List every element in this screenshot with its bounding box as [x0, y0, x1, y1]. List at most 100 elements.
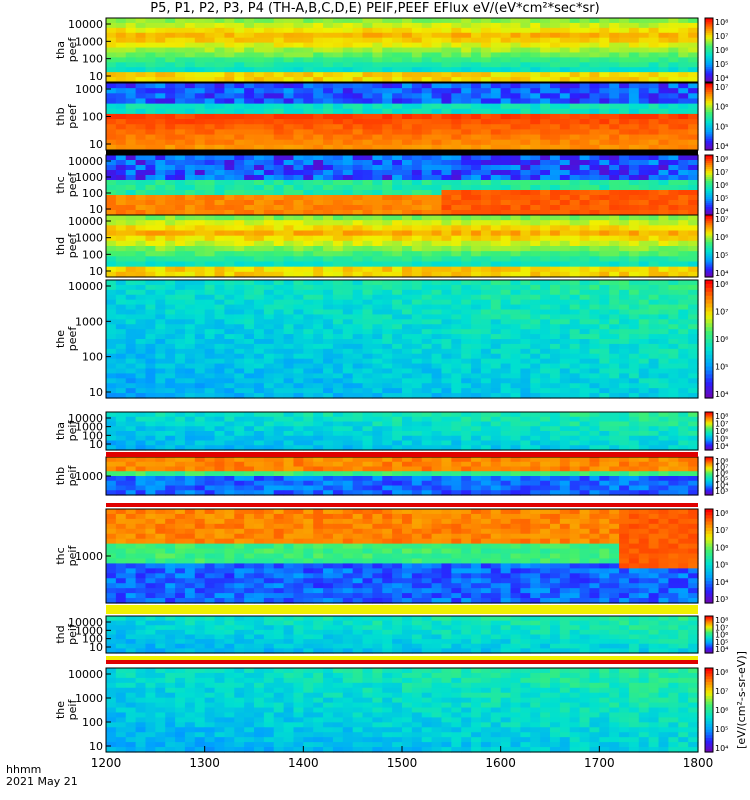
- heatmap-cell: [115, 103, 127, 110]
- heatmap-cell: [411, 261, 423, 268]
- heatmap-cell: [362, 235, 373, 242]
- heatmap-cell: [323, 363, 334, 370]
- heatmap-cell: [214, 210, 225, 216]
- heatmap-cell: [392, 57, 403, 63]
- heatmap-cell: [392, 358, 403, 365]
- heatmap-cell: [342, 421, 354, 427]
- heatmap-cell: [619, 421, 630, 427]
- heatmap-cell: [540, 246, 551, 252]
- heatmap-cell: [540, 155, 551, 161]
- heatmap-cell: [184, 431, 196, 437]
- heatmap-cell: [106, 139, 117, 146]
- heatmap-cell: [155, 266, 166, 273]
- heatmap-cell: [431, 230, 443, 237]
- heatmap-cell: [589, 334, 600, 340]
- heatmap-cell: [402, 62, 413, 68]
- heatmap-cell: [313, 412, 324, 418]
- heatmap-cell: [411, 37, 423, 44]
- heatmap-cell: [283, 165, 295, 171]
- heatmap-cell: [362, 383, 373, 389]
- heatmap-cell: [303, 383, 314, 389]
- heatmap-cell: [283, 113, 295, 120]
- heatmap-cell: [293, 251, 304, 257]
- heatmap-cell: [293, 108, 304, 115]
- heatmap-cell: [441, 190, 452, 196]
- heatmap-cell: [323, 240, 334, 247]
- heatmap-cell: [313, 230, 324, 237]
- colorbar-segment: [705, 181, 713, 184]
- heatmap-cell: [688, 393, 699, 399]
- heatmap-cell: [115, 93, 127, 100]
- heatmap-cell: [214, 205, 225, 211]
- heatmap-cell: [628, 155, 640, 161]
- heatmap-cell: [283, 210, 295, 216]
- heatmap-cell: [273, 205, 285, 211]
- heatmap-cell: [283, 294, 295, 301]
- heatmap-cell: [471, 421, 482, 427]
- heatmap-cell: [273, 185, 285, 191]
- heatmap-cell: [569, 155, 581, 161]
- heatmap-cell: [254, 190, 265, 196]
- heatmap-cell: [599, 195, 610, 201]
- heatmap-cell: [214, 32, 225, 39]
- heatmap-cell: [244, 155, 255, 161]
- heatmap-cell: [678, 388, 689, 394]
- heatmap-cell: [441, 129, 452, 136]
- heatmap-cell: [234, 329, 245, 335]
- heatmap-cell: [155, 294, 166, 301]
- heatmap-cell: [688, 67, 699, 73]
- heatmap-cell: [372, 160, 383, 166]
- heatmap-cell: [668, 113, 679, 120]
- heatmap-cell: [145, 77, 156, 83]
- heatmap-cell: [431, 98, 443, 105]
- heatmap-cell: [293, 416, 304, 423]
- heatmap-cell: [115, 57, 127, 63]
- heatmap-cell: [293, 393, 304, 399]
- heatmap-cell: [559, 289, 571, 296]
- heatmap-cell: [135, 42, 147, 49]
- heatmap-cell: [224, 280, 235, 286]
- heatmap-cell: [569, 383, 581, 389]
- heatmap-cell: [411, 256, 423, 263]
- heatmap-cell: [234, 18, 245, 24]
- colorbar-segment: [705, 233, 713, 237]
- heatmap-cell: [441, 170, 452, 176]
- heatmap-cell: [165, 388, 176, 394]
- heatmap-cell: [234, 160, 245, 166]
- heatmap-cell: [145, 358, 156, 365]
- heatmap-cell: [638, 210, 650, 216]
- heatmap-cell: [579, 77, 591, 83]
- heatmap-cell: [175, 435, 186, 442]
- heatmap-cell: [382, 57, 393, 63]
- heatmap-cell: [145, 37, 156, 44]
- heatmap-cell: [352, 83, 364, 89]
- heatmap-cell: [125, 175, 137, 181]
- heatmap-cell: [589, 210, 600, 216]
- heatmap-cell: [678, 72, 689, 78]
- heatmap-cell: [540, 170, 551, 176]
- heatmap-cell: [115, 160, 127, 166]
- heatmap-cell: [490, 412, 502, 418]
- heatmap-cell: [559, 119, 571, 125]
- heatmap-cell: [313, 368, 324, 375]
- heatmap-cell: [145, 139, 156, 146]
- heatmap-cell: [244, 388, 255, 394]
- colorbar-segment: [705, 229, 713, 233]
- heatmap-cell: [530, 139, 541, 146]
- heatmap-cell: [313, 98, 324, 105]
- heatmap-cell: [569, 195, 581, 201]
- heatmap-cell: [263, 363, 275, 370]
- heatmap-cell: [382, 119, 393, 125]
- heatmap-cell: [688, 256, 699, 263]
- heatmap-cell: [303, 416, 314, 423]
- heatmap-cell: [638, 108, 650, 115]
- heatmap-cell: [175, 373, 186, 379]
- heatmap-cell: [382, 93, 393, 100]
- heatmap-cell: [293, 215, 304, 221]
- heatmap-cell: [263, 37, 275, 44]
- heatmap-cell: [520, 134, 531, 141]
- heatmap-cell: [569, 52, 581, 58]
- heatmap-cell: [619, 205, 630, 211]
- heatmap-cell: [106, 160, 117, 166]
